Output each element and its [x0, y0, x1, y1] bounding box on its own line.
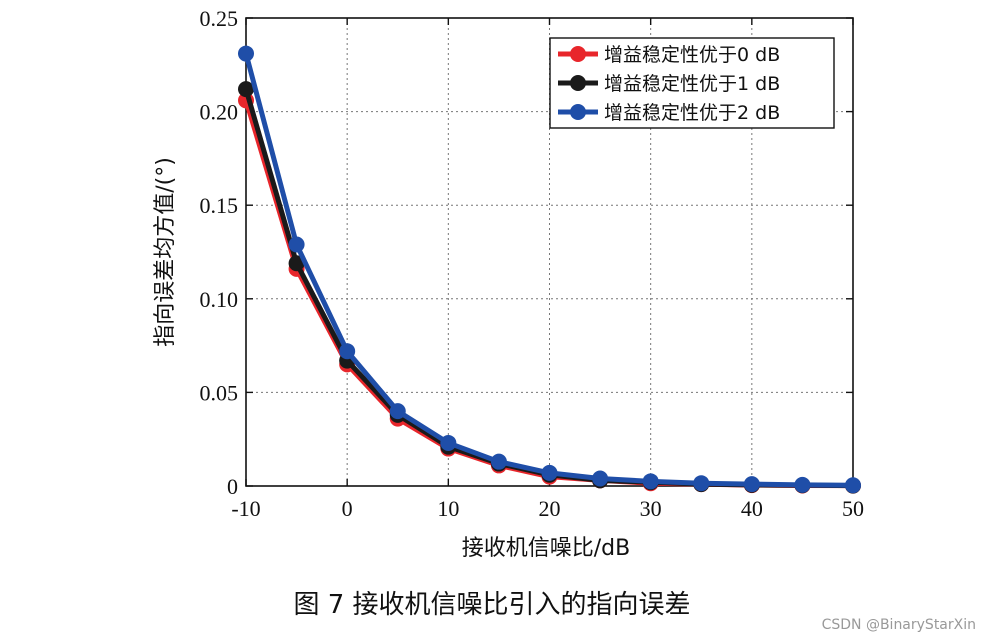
- x-tick-label: 20: [539, 496, 561, 521]
- y-tick-label: 0.15: [200, 193, 239, 218]
- x-tick-label: 40: [741, 496, 763, 521]
- data-point: [339, 343, 356, 360]
- y-tick-label: 0.20: [200, 100, 239, 125]
- legend-item: 增益稳定性优于2 dB: [558, 102, 780, 124]
- legend: 增益稳定性优于0 dB 增益稳定性优于1 dB 增益稳定性优于2 dB: [549, 37, 835, 129]
- watermark: CSDN @BinaryStarXin: [821, 617, 976, 633]
- x-tick-label: 10: [437, 496, 459, 521]
- data-point: [288, 236, 305, 253]
- data-point: [389, 403, 406, 420]
- y-axis-title: 指向误差均方值/(°): [153, 157, 178, 347]
- data-point: [440, 434, 457, 451]
- data-point: [794, 476, 811, 493]
- figure-caption: 图 7 接收机信噪比引入的指向误差: [293, 590, 691, 620]
- series-2: [238, 45, 861, 494]
- y-tick-label: 0.25: [200, 6, 239, 31]
- legend-swatch-marker: [570, 75, 586, 91]
- y-tick-label: 0: [227, 474, 238, 499]
- legend-label: 增益稳定性优于1 dB: [604, 73, 780, 95]
- legend-label: 增益稳定性优于2 dB: [604, 102, 780, 124]
- data-point: [693, 475, 710, 492]
- data-point: [642, 473, 659, 490]
- x-tick-label: 30: [640, 496, 662, 521]
- x-tick-label: 50: [842, 496, 864, 521]
- data-point: [541, 464, 558, 481]
- y-tick-label: 0.05: [200, 380, 239, 405]
- line-chart: -10 0 10 20 30 40 50 00.050.100.150.200.25 增益稳…: [153, 6, 864, 561]
- y-tick-label: 0.10: [200, 287, 239, 312]
- series-group: [238, 45, 861, 494]
- data-point: [743, 476, 760, 493]
- legend-item: 增益稳定性优于0 dB: [558, 44, 780, 66]
- data-point: [238, 81, 254, 98]
- data-point: [288, 255, 305, 272]
- x-tick-label: -10: [231, 496, 260, 521]
- x-axis-title: 接收机信噪比/dB: [462, 536, 630, 561]
- data-point: [490, 453, 507, 470]
- x-tick-label: 0: [342, 496, 353, 521]
- y-tick-labels: 0 0.05 0.10 0.15 0.20 0.25: [200, 6, 239, 499]
- legend-label: 增益稳定性优于0 dB: [604, 44, 780, 66]
- x-tick-labels: -10 0 10 20 30 40 50: [231, 496, 864, 521]
- data-point: [592, 470, 609, 487]
- legend-item: 增益稳定性优于1 dB: [558, 73, 780, 95]
- data-point: [845, 477, 861, 494]
- legend-swatch-marker: [570, 46, 586, 62]
- data-point: [238, 45, 254, 62]
- legend-swatch-marker: [570, 104, 586, 120]
